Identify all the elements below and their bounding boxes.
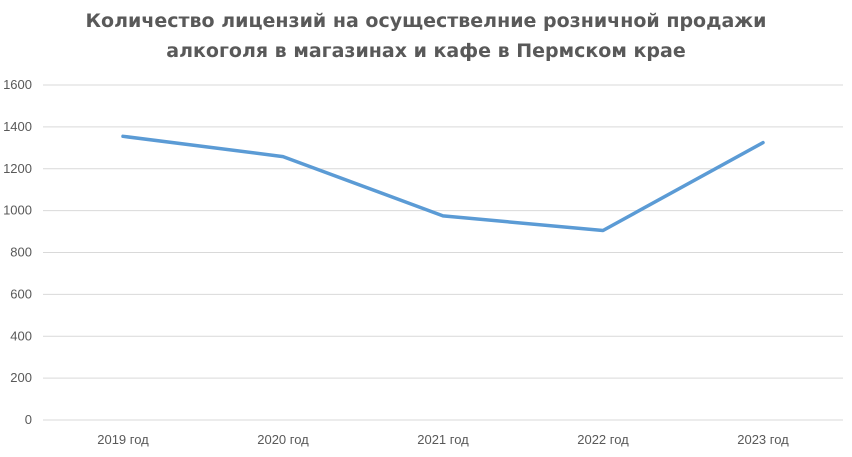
y-tick-label: 1600	[3, 77, 32, 92]
x-tick-label: 2020 год	[257, 432, 309, 447]
y-tick-label: 0	[25, 412, 32, 427]
series-line	[121, 134, 765, 233]
x-tick-label: 2019 год	[97, 432, 149, 447]
x-tick-label: 2023 год	[737, 432, 789, 447]
y-tick-label: 600	[10, 286, 32, 301]
y-tick-label: 1200	[3, 161, 32, 176]
series-group	[121, 134, 765, 233]
gridlines	[43, 84, 843, 421]
x-tick-label: 2022 год	[577, 432, 629, 447]
y-tick-label: 800	[10, 245, 32, 260]
chart-title-line-2: алкоголя в магазинах и кафе в Пермском к…	[166, 40, 686, 62]
y-tick-label: 1000	[3, 203, 32, 218]
x-axis: 2019 год 2020 год 2021 год 2022 год 2023 год	[97, 432, 789, 447]
chart-title-line-1: Количество лицензий на осуществелние роз…	[85, 10, 767, 32]
y-tick-label: 1400	[3, 119, 32, 134]
y-tick-label: 200	[10, 370, 32, 385]
y-tick-label: 400	[10, 328, 32, 343]
x-tick-label: 2021 год	[417, 432, 469, 447]
y-axis: 0 200 400 600 800 1000 1200 1400 1600	[3, 77, 32, 427]
